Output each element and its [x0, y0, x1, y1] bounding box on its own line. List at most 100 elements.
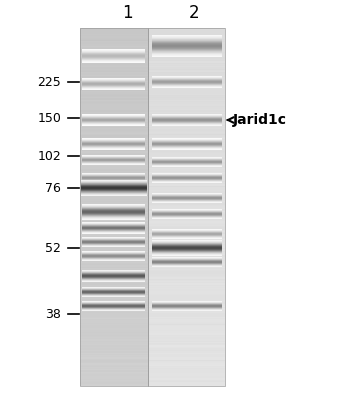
Bar	[80, 385, 148, 386]
Bar	[148, 244, 225, 245]
Bar	[148, 157, 225, 158]
Bar	[80, 243, 148, 244]
Bar	[80, 72, 148, 73]
Bar	[148, 181, 225, 182]
Bar	[148, 337, 225, 338]
Bar	[80, 164, 148, 165]
Bar	[148, 355, 225, 356]
Bar	[148, 180, 225, 181]
Bar	[148, 240, 225, 242]
Bar	[148, 80, 225, 82]
Bar	[80, 83, 148, 84]
Bar	[148, 332, 225, 334]
Bar	[148, 70, 225, 71]
Bar	[80, 183, 148, 184]
Bar	[148, 125, 225, 126]
Bar	[80, 296, 148, 298]
Bar	[80, 348, 148, 349]
Bar	[148, 350, 225, 351]
Bar	[80, 266, 148, 267]
Bar	[148, 114, 225, 115]
Bar	[80, 41, 148, 42]
Bar	[80, 34, 148, 35]
Bar	[148, 228, 225, 230]
Bar	[80, 210, 148, 212]
Bar	[148, 382, 225, 384]
Bar	[80, 326, 148, 328]
Bar	[80, 107, 148, 108]
Bar	[80, 250, 148, 251]
Bar	[80, 251, 148, 252]
Bar	[80, 174, 148, 175]
Bar	[148, 257, 225, 258]
Bar	[80, 154, 148, 156]
Bar	[80, 119, 148, 120]
Bar	[80, 237, 148, 238]
Bar	[80, 200, 148, 201]
Bar	[148, 378, 225, 379]
Bar	[148, 92, 225, 94]
Bar	[148, 374, 225, 375]
Bar	[80, 328, 148, 329]
Bar	[80, 104, 148, 106]
Bar	[80, 370, 148, 372]
Bar	[148, 261, 225, 262]
Bar	[148, 236, 225, 237]
Bar	[80, 304, 148, 305]
Bar	[148, 135, 225, 136]
Bar	[80, 139, 148, 140]
Bar	[80, 53, 148, 54]
Bar	[80, 136, 148, 138]
Bar	[80, 240, 148, 242]
Bar	[80, 298, 148, 299]
Bar	[80, 322, 148, 323]
Bar	[80, 57, 148, 58]
Bar	[80, 307, 148, 308]
Bar	[148, 28, 225, 386]
Bar	[148, 201, 225, 202]
Bar	[148, 133, 225, 134]
Bar	[80, 176, 148, 177]
Bar	[148, 372, 225, 373]
Bar	[80, 28, 148, 386]
Bar	[80, 165, 148, 166]
Bar	[148, 322, 225, 323]
Bar	[148, 165, 225, 166]
Bar	[148, 177, 225, 178]
Bar	[148, 192, 225, 193]
Text: 38: 38	[46, 308, 61, 320]
Bar	[80, 239, 148, 240]
Bar	[148, 381, 225, 382]
Bar	[148, 156, 225, 157]
Bar	[80, 77, 148, 78]
Bar	[148, 78, 225, 79]
Bar	[80, 338, 148, 340]
Bar	[148, 166, 225, 168]
Bar	[148, 340, 225, 341]
Bar	[148, 369, 225, 370]
Bar	[148, 102, 225, 103]
Bar	[80, 74, 148, 76]
Bar	[80, 207, 148, 208]
Bar	[80, 84, 148, 85]
Bar	[148, 379, 225, 380]
Bar	[148, 186, 225, 187]
Bar	[80, 349, 148, 350]
Bar	[80, 320, 148, 322]
Bar	[80, 290, 148, 292]
Bar	[80, 278, 148, 280]
Bar	[80, 151, 148, 152]
Bar	[80, 248, 148, 249]
Bar	[80, 272, 148, 273]
Bar	[148, 314, 225, 316]
Bar	[80, 368, 148, 369]
Bar	[80, 294, 148, 295]
Bar	[148, 29, 225, 30]
Bar	[148, 60, 225, 62]
Bar	[80, 280, 148, 281]
Bar	[80, 225, 148, 226]
Bar	[80, 202, 148, 204]
Bar	[80, 219, 148, 220]
Bar	[80, 331, 148, 332]
Bar	[148, 249, 225, 250]
